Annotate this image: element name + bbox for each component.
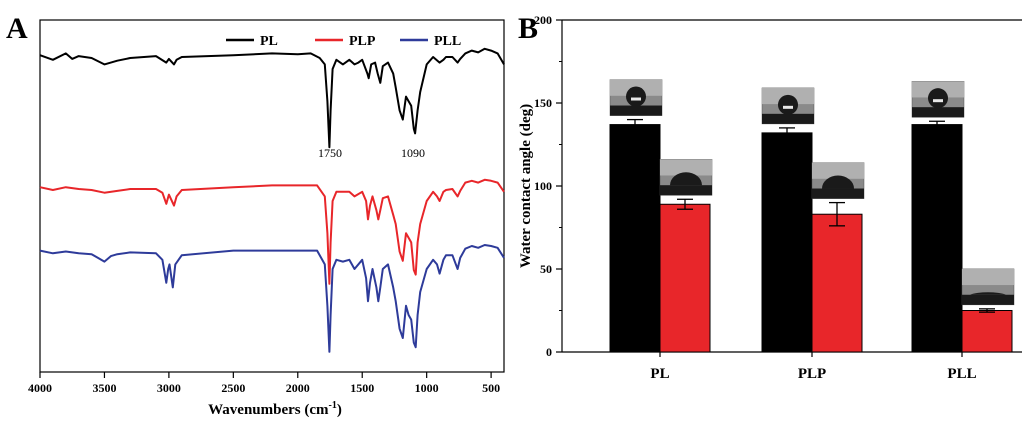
- photo-substrate: [660, 185, 712, 196]
- panel-b-category-labels: PL PLP PLL: [650, 352, 977, 382]
- annotation-1750: 1750: [318, 146, 342, 160]
- droplet-photo-pl-red: [659, 159, 713, 196]
- droplet-reflection: [783, 105, 793, 109]
- droplet-photo-pll-red: [961, 268, 1015, 306]
- legend-label-pl: PL: [260, 34, 278, 49]
- photo-highlight: [812, 162, 864, 179]
- panel-b-y-axis: 0 50 100 150 200: [534, 13, 562, 359]
- legend-label-plp: PLP: [349, 34, 376, 49]
- category-label-pl: PL: [650, 366, 669, 382]
- droplet-reflection: [933, 99, 943, 103]
- x-axis-title-main: Wavenumbers (cm: [208, 402, 329, 418]
- panel-b-y-axis-title: Water contact angle (deg): [518, 104, 534, 268]
- panel-b-droplet-photos: [609, 79, 1015, 306]
- droplet-shape: [778, 94, 798, 115]
- x-tick-label: 3500: [92, 381, 116, 395]
- legend-label-pll: PLL: [434, 34, 461, 49]
- series-line-pl: [39, 47, 505, 149]
- panel-a-x-axis-title: Wavenumbers (cm-1): [208, 400, 342, 418]
- droplet-shape: [626, 86, 646, 107]
- panel-a-legend: PL PLP PLL: [226, 34, 461, 49]
- photo-substrate: [962, 294, 1014, 305]
- droplet-shape: [970, 292, 1006, 295]
- x-axis-title-superscript: -1: [329, 400, 337, 411]
- series-line-pll: [39, 244, 505, 353]
- x-axis-title-end: ): [337, 402, 342, 418]
- panel-a-plot-frame: [39, 19, 505, 373]
- panel-a-label: A: [6, 12, 28, 45]
- panel-b-label: B: [518, 12, 538, 45]
- y-tick-label: 200: [534, 13, 552, 27]
- x-tick-label: 2000: [286, 381, 310, 395]
- x-tick-label: 1500: [350, 381, 374, 395]
- photo-highlight: [660, 159, 712, 176]
- bar-plp-black: [761, 132, 813, 353]
- y-tick-label: 150: [534, 96, 552, 110]
- bar-pll-red: [961, 310, 1013, 353]
- x-tick-label: 2500: [221, 381, 245, 395]
- droplet-shape: [822, 175, 854, 189]
- droplet-photo-plp-black: [761, 87, 815, 125]
- droplet-photo-pl-black: [609, 79, 663, 116]
- series-line-plp: [39, 178, 505, 285]
- droplet-shape: [670, 172, 702, 186]
- category-label-pll: PLL: [947, 366, 976, 382]
- panel-a-series-lines: [39, 47, 505, 353]
- photo-substrate: [762, 113, 814, 124]
- y-tick-label: 100: [534, 179, 552, 193]
- x-tick-label: 3000: [157, 381, 181, 395]
- photo-substrate: [610, 105, 662, 116]
- panel-b-bars: [609, 118, 1013, 353]
- x-tick-label: 500: [482, 381, 500, 395]
- photo-highlight: [962, 268, 1014, 286]
- y-tick-label: 50: [540, 262, 552, 276]
- droplet-reflection: [631, 97, 641, 101]
- bar-pl-red: [659, 203, 711, 353]
- droplet-photo-pll-black: [911, 81, 965, 118]
- x-tick-label: 1000: [415, 381, 439, 395]
- y-tick-label: 0: [546, 345, 552, 359]
- panel-b: B 0 50 100 150 200 PL PLP PLL Water contact an…: [518, 12, 1022, 382]
- x-tick-label: 4000: [28, 381, 52, 395]
- photo-substrate: [912, 107, 964, 118]
- panel-a-x-axis: 4000 3500 3000 2500 2000 1500 1000 500: [28, 372, 500, 395]
- category-label-plp: PLP: [798, 366, 826, 382]
- photo-substrate: [812, 188, 864, 199]
- panel-a: A 4000 3500 3000 2500 2000 1500 1000 500 PL PLP P…: [6, 12, 505, 418]
- annotation-1090: 1090: [401, 146, 425, 160]
- droplet-shape: [928, 88, 948, 109]
- bar-pll-black: [911, 124, 963, 353]
- droplet-photo-plp-red: [811, 162, 865, 199]
- bar-pl-black: [609, 124, 661, 353]
- bar-plp-red: [811, 213, 863, 353]
